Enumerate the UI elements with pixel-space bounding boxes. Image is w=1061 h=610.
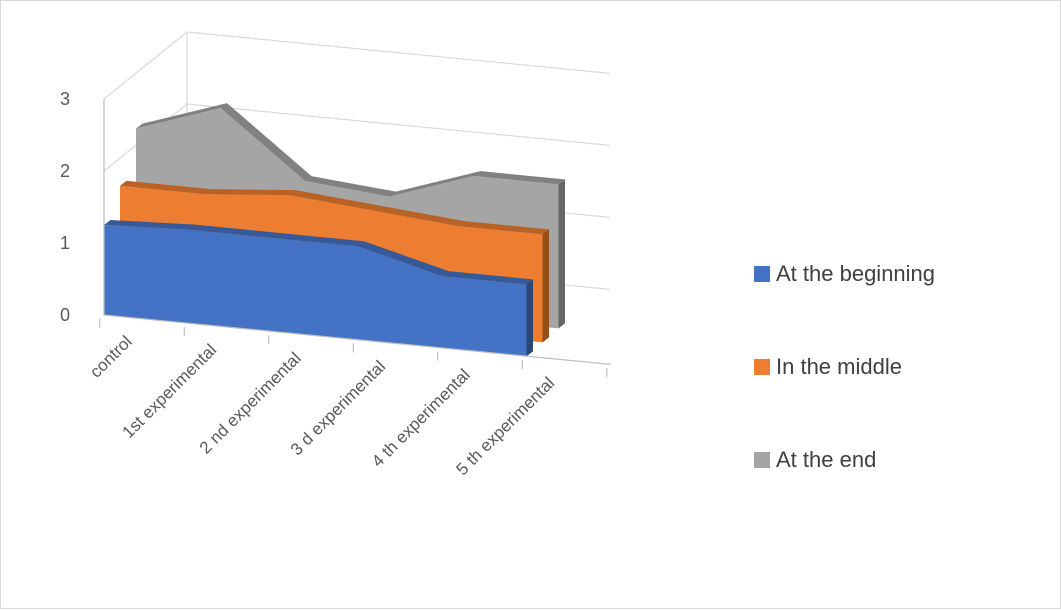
y-tick-label: 3	[60, 89, 70, 109]
area-top-band	[120, 180, 549, 235]
area-top-band	[104, 220, 533, 285]
x-tick-label: 2 nd experimental	[196, 349, 305, 458]
y-tick-label: 0	[60, 305, 70, 325]
y-tick-label: 2	[60, 161, 70, 181]
x-tick-label: 3 d experimental	[287, 357, 389, 459]
legend-label: At the end	[776, 447, 876, 472]
x-tick-label: 4 th experimental	[368, 365, 474, 471]
x-tick-label: 5 th experimental	[453, 373, 559, 479]
legend-swatch	[754, 266, 770, 282]
series-layer	[104, 103, 565, 357]
back-gridline	[186, 31, 610, 75]
legend-swatch	[754, 359, 770, 375]
series-at-the-beginning	[104, 220, 533, 357]
legend-swatch	[754, 452, 770, 468]
side-gridline	[103, 31, 188, 100]
x-tick-label: control	[86, 332, 136, 382]
x-axis-line	[103, 314, 611, 366]
area-top-band	[136, 103, 565, 197]
legend-label: At the beginning	[776, 261, 935, 286]
y-tick-label: 1	[60, 233, 70, 253]
area-end-face	[558, 179, 565, 329]
area-end-face	[542, 229, 549, 343]
legend: At the beginning In the middle At the end	[754, 261, 935, 472]
back-gridline	[186, 103, 610, 147]
legend-label: In the middle	[776, 354, 902, 379]
area-end-face	[526, 279, 533, 357]
x-tick-label: 1st experimental	[119, 340, 221, 442]
area-front-face	[104, 225, 527, 357]
